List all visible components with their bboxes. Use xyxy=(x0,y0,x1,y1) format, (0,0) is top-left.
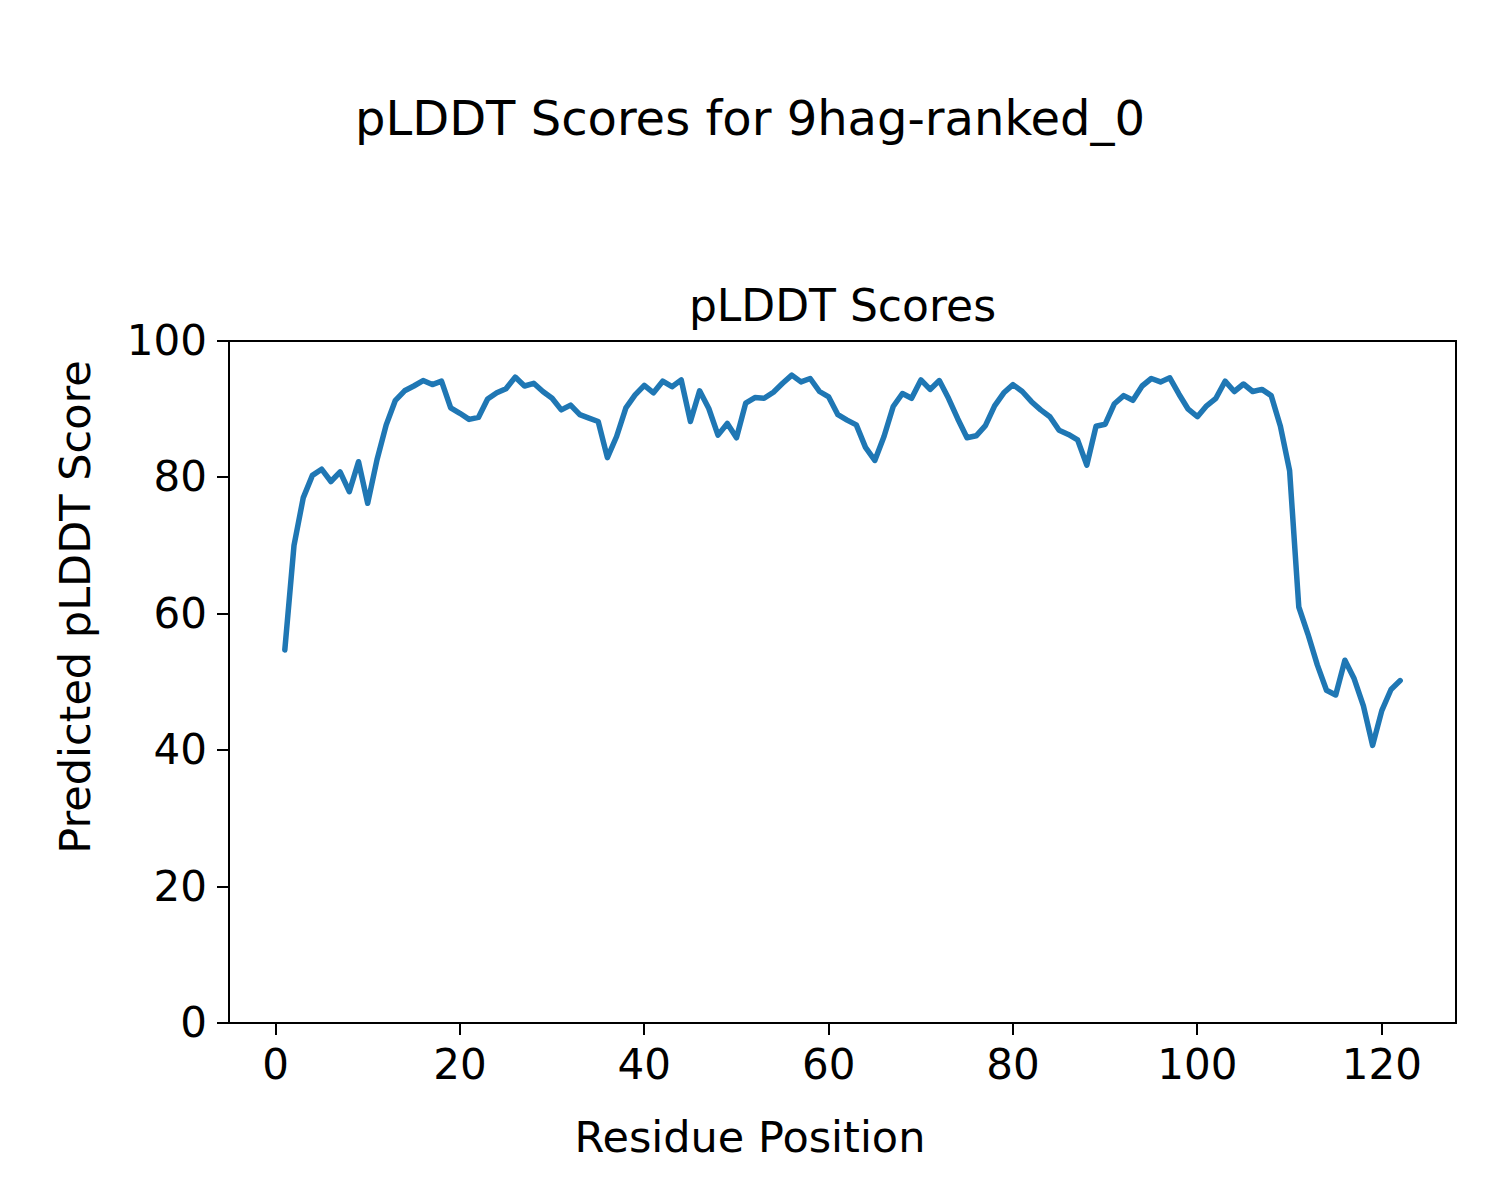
axes-title: pLDDT Scores xyxy=(229,280,1456,331)
y-tick-mark xyxy=(217,886,229,888)
y-tick-label: 0 xyxy=(57,998,207,1048)
x-tick-mark xyxy=(1012,1023,1014,1035)
y-tick-label: 100 xyxy=(57,316,207,366)
x-tick-label: 120 xyxy=(1302,1042,1462,1088)
x-tick-mark xyxy=(828,1023,830,1035)
x-tick-mark xyxy=(643,1023,645,1035)
x-tick-label: 20 xyxy=(380,1042,540,1088)
y-tick-mark xyxy=(217,749,229,751)
y-axis-label: Predicted pLDDT Score xyxy=(50,360,100,853)
x-tick-mark xyxy=(275,1023,277,1035)
x-tick-label: 60 xyxy=(749,1042,909,1088)
y-tick-mark xyxy=(217,340,229,342)
x-tick-label: 80 xyxy=(933,1042,1093,1088)
x-axis-label: Residue Position xyxy=(0,1112,1500,1162)
y-tick-mark xyxy=(217,613,229,615)
y-tick-mark xyxy=(217,476,229,478)
plddt-line xyxy=(285,375,1400,745)
y-tick-label: 20 xyxy=(57,862,207,912)
x-tick-mark xyxy=(459,1023,461,1035)
x-tick-label: 100 xyxy=(1117,1042,1277,1088)
y-tick-mark xyxy=(217,1022,229,1024)
figure: pLDDT Scores for 9hag-ranked_0 pLDDT Sco… xyxy=(0,0,1500,1200)
x-tick-label: 40 xyxy=(564,1042,724,1088)
figure-title: pLDDT Scores for 9hag-ranked_0 xyxy=(0,90,1500,146)
plot-area xyxy=(229,341,1456,1023)
x-tick-mark xyxy=(1196,1023,1198,1035)
x-tick-label: 0 xyxy=(196,1042,356,1088)
x-tick-mark xyxy=(1381,1023,1383,1035)
